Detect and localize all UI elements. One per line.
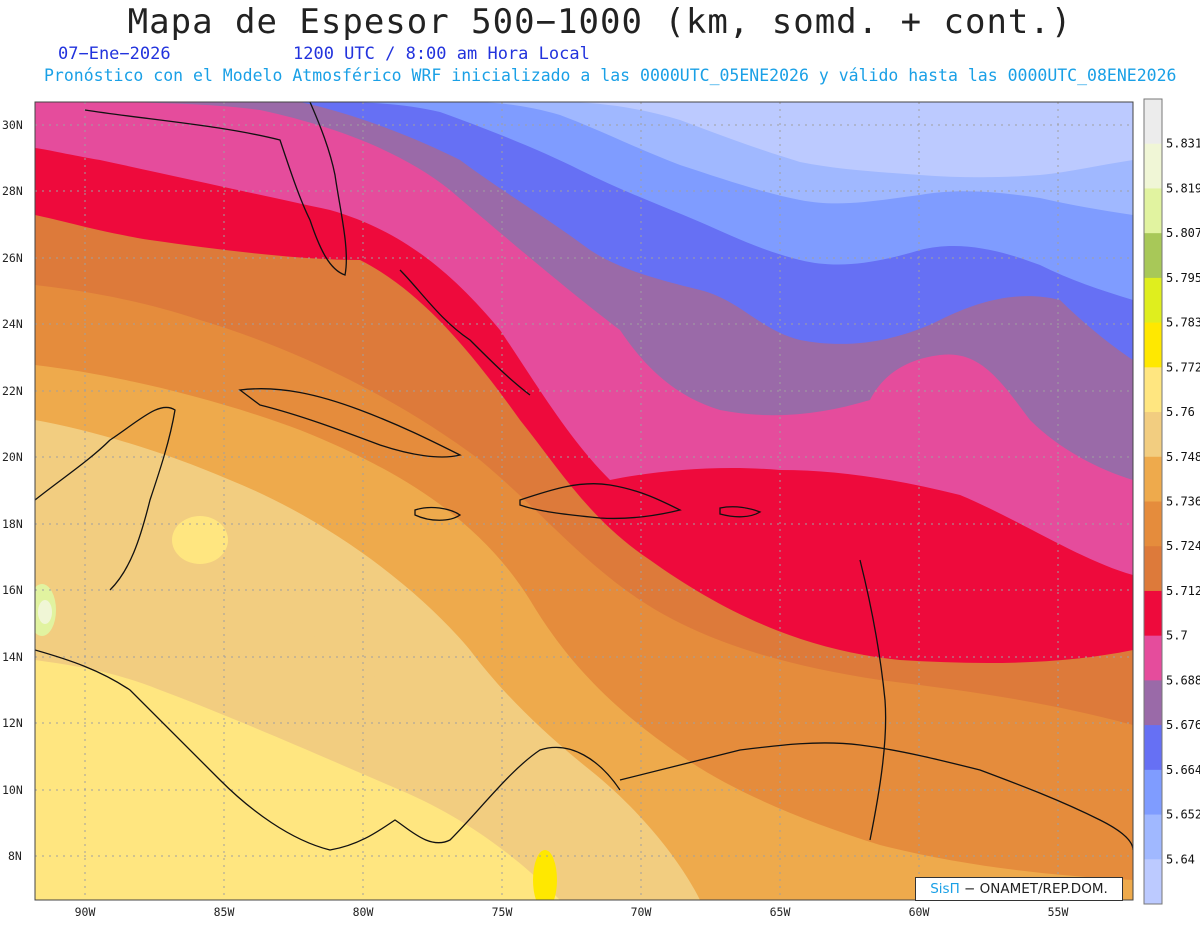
colorbar-swatch: [1144, 590, 1162, 637]
lat-label-14N: 14N: [2, 650, 23, 664]
colorbar-swatch: [1144, 143, 1162, 189]
lon-label-70W: 70W: [631, 905, 652, 919]
lat-label-20N: 20N: [2, 450, 23, 464]
lon-label-90W: 90W: [75, 905, 96, 919]
lon-label-75W: 75W: [492, 905, 513, 919]
colorbar-swatch: [1144, 814, 1162, 860]
colorbar-label: 5.712: [1166, 584, 1200, 598]
colorbar-label: 5.772: [1166, 360, 1200, 374]
colorbar-swatch: [1144, 233, 1162, 279]
colorbar-label: 5.783: [1166, 316, 1200, 330]
colorbar-label: 5.7: [1166, 629, 1188, 643]
colorbar-label: 5.807: [1166, 226, 1200, 240]
colorbar-swatch: [1144, 322, 1162, 368]
colorbar-label: 5.819: [1166, 181, 1200, 195]
colorbar-label: 5.676: [1166, 718, 1200, 732]
sispi-logo-text: SisΠ: [930, 881, 960, 897]
colorbar-swatch: [1144, 725, 1162, 771]
lon-label-80W: 80W: [353, 905, 374, 919]
lat-label-28N: 28N: [2, 184, 23, 198]
colorbar-swatch: [1144, 456, 1162, 502]
colorbar-label: 5.64: [1166, 852, 1195, 866]
lat-label-12N: 12N: [2, 716, 23, 730]
colorbar-label: 5.76: [1166, 405, 1195, 419]
lat-label-10N: 10N: [2, 783, 23, 797]
colorbar-frame: [1143, 98, 1163, 905]
lat-label-22N: 22N: [2, 384, 23, 398]
colorbar-label: 5.652: [1166, 808, 1200, 822]
lat-label-18N: 18N: [2, 517, 23, 531]
colorbar-label: 5.736: [1166, 495, 1200, 509]
credit-text: − ONAMET/REP.DOM.: [959, 881, 1108, 897]
lon-label-55W: 55W: [1048, 905, 1069, 919]
lat-label-30N: 30N: [2, 118, 23, 132]
colorbar-swatch: [1144, 859, 1162, 905]
graticule: [35, 102, 1133, 900]
colorbar-swatch: [1144, 769, 1162, 816]
colorbar-label: 5.664: [1166, 763, 1200, 777]
colorbar-swatch: [1144, 501, 1162, 547]
colorbar-swatch: [1144, 188, 1162, 234]
thickness-field: [35, 102, 1133, 900]
lat-label-8N: 8N: [8, 849, 22, 863]
colorbar-swatch: [1144, 546, 1162, 592]
colorbar-swatch: [1144, 367, 1162, 413]
colorbar-swatch: [1144, 277, 1162, 324]
model-subtitle: Pronóstico con el Modelo Atmosférico WRF…: [44, 66, 1177, 85]
map-frame: [34, 101, 1134, 901]
coastlines: [35, 102, 1133, 851]
colorbar-label: 5.795: [1166, 271, 1200, 285]
forecast-time: 1200 UTC / 8:00 am Hora Local: [293, 44, 590, 64]
lon-label-65W: 65W: [770, 905, 791, 919]
map-title: Mapa de Espesor 500−1000 (km, somd. + co…: [127, 2, 1073, 42]
colorbar-label: 5.831: [1166, 137, 1200, 151]
credit-box: SisΠ − ONAMET/REP.DOM.: [915, 877, 1123, 901]
lat-label-16N: 16N: [2, 583, 23, 597]
colorbar-swatch: [1144, 680, 1162, 726]
colorbar-label: 5.724: [1166, 539, 1200, 553]
latitude-labels: 30N 28N 26N 24N 22N 20N 18N 16N 14N 12N …: [2, 118, 23, 863]
colorbar-label: 5.748: [1166, 450, 1200, 464]
forecast-date: 07−Ene−2026: [58, 44, 171, 64]
lon-label-60W: 60W: [909, 905, 930, 919]
lat-label-24N: 24N: [2, 317, 23, 331]
colorbar-swatch: [1144, 635, 1162, 681]
longitude-labels: 90W 85W 80W 75W 70W 65W 60W 55W: [75, 905, 1069, 919]
colorbar: 5.831 5.819 5.807 5.795 5.783 5.772 5.76 5.748 5…: [1143, 98, 1200, 905]
colorbar-swatch: [1144, 412, 1162, 458]
lat-label-26N: 26N: [2, 251, 23, 265]
colorbar-swatch: [1144, 99, 1162, 145]
colorbar-label: 5.688: [1166, 673, 1200, 687]
lon-label-85W: 85W: [214, 905, 235, 919]
